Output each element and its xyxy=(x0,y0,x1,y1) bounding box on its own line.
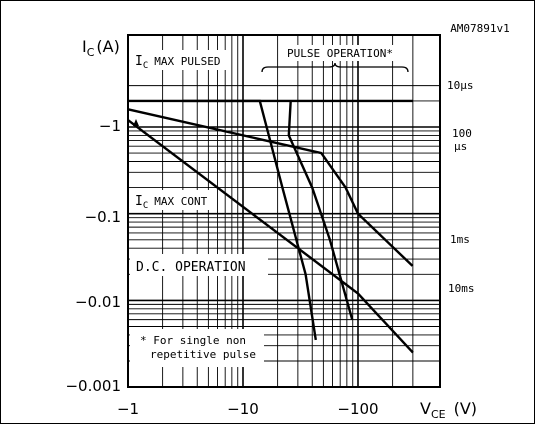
y-tick-label-0.001: −0.001 xyxy=(65,377,121,395)
pulse-operation-box xyxy=(282,45,400,61)
dc-operation-label: D.C. OPERATION xyxy=(136,260,246,275)
x-tick-label-1: −1 xyxy=(117,400,139,418)
label-10us-box xyxy=(443,76,479,94)
dc-operation-box xyxy=(130,254,268,276)
y-axis-label: IC (A) xyxy=(82,37,120,59)
ic-max-cont-marker xyxy=(133,119,139,126)
ic-max-cont-box xyxy=(130,190,214,210)
series-label-1ms: 1ms xyxy=(450,233,470,246)
footnote-line-1: * For single non xyxy=(140,334,246,347)
series-line-2 xyxy=(287,100,354,320)
x-tick-label-100: −100 xyxy=(337,400,378,418)
y-tick-label-1: −1 xyxy=(99,117,121,135)
x-axis-label: VCE (V) xyxy=(420,399,477,421)
series-label-10us: 10μs xyxy=(447,79,474,92)
pulse-operation-brace xyxy=(261,62,409,73)
ic-max-pulsed-box xyxy=(130,50,226,70)
series-label-100us-line2: μs xyxy=(454,140,467,153)
series-lines xyxy=(127,99,414,354)
series-line-1 xyxy=(182,99,317,341)
series-line-3 xyxy=(127,108,414,267)
pulse-operation-label: PULSE OPERATION* xyxy=(287,47,393,60)
figure-id: AM07891v1 xyxy=(450,22,510,35)
series-label-10ms: 10ms xyxy=(448,282,475,295)
footnote-box xyxy=(130,329,264,367)
label-1ms-box xyxy=(443,231,479,247)
label-100us-box xyxy=(443,124,479,154)
x-tick-label-10: −10 xyxy=(227,400,259,418)
ic-max-cont-label: IC MAX CONT xyxy=(135,194,208,211)
plot-border xyxy=(127,34,441,388)
series-line-4 xyxy=(127,119,414,354)
y-tick-label-0.1: −0.1 xyxy=(85,208,121,226)
ic-max-pulsed-label: IC MAX PULSED xyxy=(135,54,220,71)
label-10ms-box xyxy=(443,280,483,296)
y-tick-label-0.01: −0.01 xyxy=(75,293,121,311)
footnote-line-2: repetitive pulse xyxy=(150,348,256,361)
series-label-100us-line1: 100 xyxy=(452,127,472,140)
